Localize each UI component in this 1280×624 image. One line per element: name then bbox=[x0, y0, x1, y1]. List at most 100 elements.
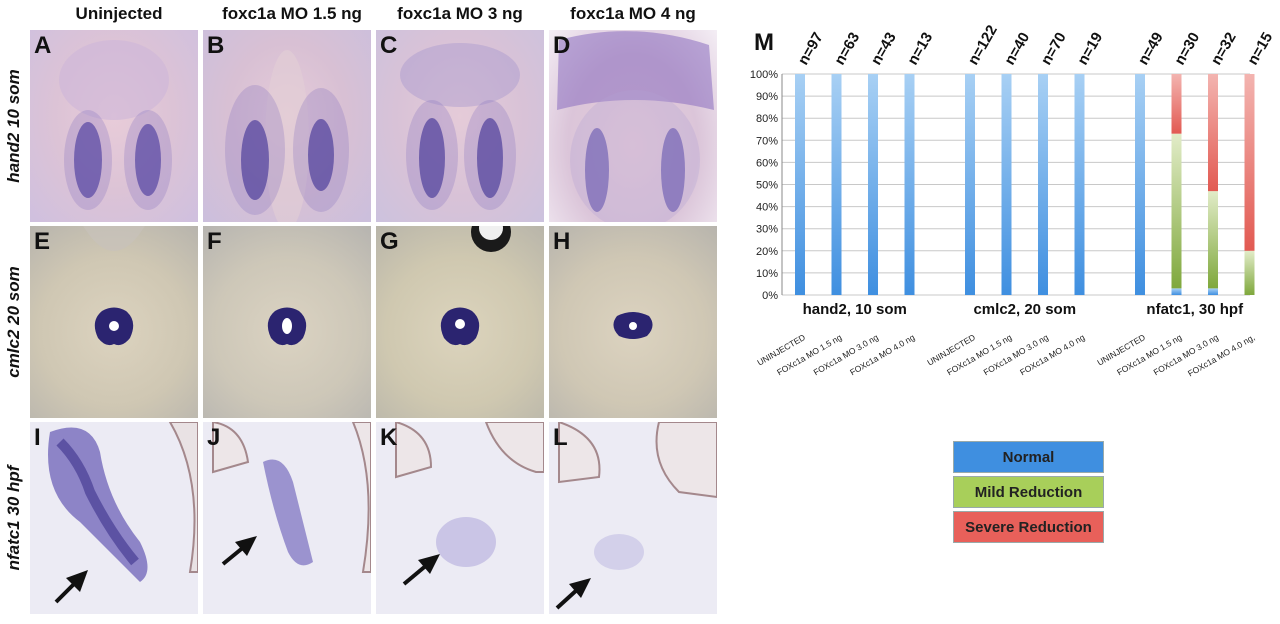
y-tick-label: 60% bbox=[756, 157, 778, 169]
column-header-uninjected: Uninjected bbox=[75, 4, 163, 23]
bar-mild bbox=[1244, 250, 1255, 295]
count-label: n=97 bbox=[795, 30, 827, 68]
bar-normal bbox=[1074, 74, 1085, 295]
y-tick-label: 90% bbox=[756, 91, 778, 103]
category-label: FOXc1a MO 1.5 ng bbox=[1115, 332, 1184, 377]
embryo-image bbox=[557, 31, 714, 222]
column-header-mo-4: foxc1a MO 4 ng bbox=[570, 4, 696, 23]
bar-normal bbox=[795, 74, 805, 295]
category-label: FOXc1a MO 4.0 ng bbox=[848, 332, 917, 377]
panel-f: F bbox=[203, 226, 371, 418]
y-tick-label: 50% bbox=[756, 180, 778, 192]
panel-c: C bbox=[376, 30, 544, 222]
arrow-icon bbox=[402, 554, 440, 586]
y-tick-label: 70% bbox=[756, 135, 778, 147]
category-label: FOXc1a MO 3.0 ng bbox=[812, 332, 881, 377]
panel-j: J bbox=[203, 422, 371, 614]
bar-normal bbox=[1135, 74, 1145, 295]
y-tick-label: 80% bbox=[756, 113, 778, 125]
panel-letter: C bbox=[380, 32, 398, 59]
bar-normal bbox=[904, 74, 915, 295]
count-label: n=30 bbox=[1171, 30, 1203, 68]
legend-mild-reduction: Mild Reduction bbox=[953, 476, 1104, 508]
count-label: n=19 bbox=[1074, 30, 1106, 68]
embryo-image bbox=[212, 422, 371, 573]
count-label: n=70 bbox=[1038, 30, 1070, 68]
row-header-cmlc2: cmlc2 20 som bbox=[4, 266, 23, 378]
y-tick-label: 20% bbox=[756, 246, 778, 258]
panel-letter: A bbox=[34, 32, 52, 59]
embryo-image bbox=[395, 422, 544, 586]
panel-d: D bbox=[549, 30, 717, 222]
legend-severe-reduction: Severe Reduction bbox=[953, 511, 1104, 543]
embryo-image bbox=[83, 226, 145, 346]
bar-severe bbox=[1244, 74, 1255, 251]
panel-letter: I bbox=[34, 424, 41, 451]
category-label: FOXc1a MO 4.0 ng bbox=[1018, 332, 1087, 377]
category-label: FOXc1a MO 4.0 ng, bbox=[1186, 332, 1256, 378]
category-label: FOXc1a MO 1.5 ng bbox=[775, 332, 844, 377]
y-tick-label: 100% bbox=[750, 69, 778, 81]
embryo-image bbox=[400, 43, 520, 210]
count-label: n=49 bbox=[1135, 30, 1167, 68]
group-label: cmlc2, 20 som bbox=[973, 301, 1076, 318]
panel-letter: H bbox=[553, 228, 571, 255]
panel-letter: B bbox=[207, 32, 225, 59]
panel-letter: K bbox=[380, 424, 398, 451]
count-label: n=63 bbox=[831, 30, 863, 68]
count-label: n=43 bbox=[868, 30, 900, 68]
count-label: n=13 bbox=[904, 30, 936, 68]
panel-e: E bbox=[30, 226, 198, 418]
bar-normal bbox=[831, 74, 842, 295]
panel-letter: D bbox=[553, 32, 571, 59]
embryo-image bbox=[440, 226, 511, 346]
arrow-icon bbox=[54, 570, 88, 604]
bar-normal bbox=[1208, 288, 1218, 295]
y-tick-label: 10% bbox=[756, 268, 778, 280]
panel-letter: L bbox=[553, 424, 568, 451]
embryo-image bbox=[613, 312, 653, 339]
count-label: n=32 bbox=[1208, 30, 1240, 68]
bar-normal bbox=[1171, 288, 1182, 295]
group-label: nfatc1, 30 hpf bbox=[1146, 301, 1244, 318]
panel-letter: E bbox=[34, 228, 51, 255]
y-tick-label: 40% bbox=[756, 202, 778, 214]
embryo-image bbox=[48, 422, 198, 604]
embryo-image bbox=[555, 422, 717, 610]
panel-k: K bbox=[376, 422, 544, 614]
panel-b: B bbox=[203, 30, 371, 222]
bar-normal bbox=[1038, 74, 1048, 295]
panel-l: L bbox=[549, 422, 717, 614]
bar-normal bbox=[965, 74, 975, 295]
panel-i: I bbox=[30, 422, 198, 614]
stacked-bar-chart: M0%10%20%30%40%50%60%70%80%90%100%n=97UN… bbox=[750, 22, 1275, 378]
count-label: n=122 bbox=[965, 22, 1001, 68]
panel-a: A bbox=[30, 30, 198, 222]
bar-normal bbox=[868, 74, 878, 295]
embryo-image bbox=[225, 50, 349, 222]
y-tick-label: 0% bbox=[762, 290, 778, 302]
row-header-nfatc1: nfatc1 30 hpf bbox=[4, 465, 23, 571]
embryo-image bbox=[59, 40, 172, 210]
panel-g: G bbox=[376, 226, 544, 418]
bar-severe bbox=[1208, 74, 1218, 192]
panel-letter-m: M bbox=[754, 29, 774, 56]
category-label: FOXc1a MO 3.0 ng bbox=[982, 332, 1051, 377]
y-tick-label: 30% bbox=[756, 224, 778, 236]
panel-letter: G bbox=[380, 228, 399, 255]
category-label: FOXc1a MO 1.5 ng bbox=[945, 332, 1014, 377]
bar-mild bbox=[1171, 133, 1182, 289]
arrow-icon bbox=[221, 536, 257, 566]
panel-letter: J bbox=[207, 424, 221, 451]
count-label: n=40 bbox=[1001, 30, 1033, 68]
column-header-mo-3: foxc1a MO 3 ng bbox=[397, 4, 523, 23]
panel-letter: F bbox=[207, 228, 222, 255]
embryo-image bbox=[267, 307, 307, 346]
bar-mild bbox=[1208, 191, 1218, 289]
bar-severe bbox=[1171, 74, 1182, 134]
arrow-icon bbox=[555, 578, 591, 610]
bar-normal bbox=[1001, 74, 1012, 295]
row-header-hand2: hand2 10 som bbox=[4, 69, 23, 183]
legend-normal: Normal bbox=[953, 441, 1104, 473]
count-label: n=15 bbox=[1244, 30, 1275, 68]
